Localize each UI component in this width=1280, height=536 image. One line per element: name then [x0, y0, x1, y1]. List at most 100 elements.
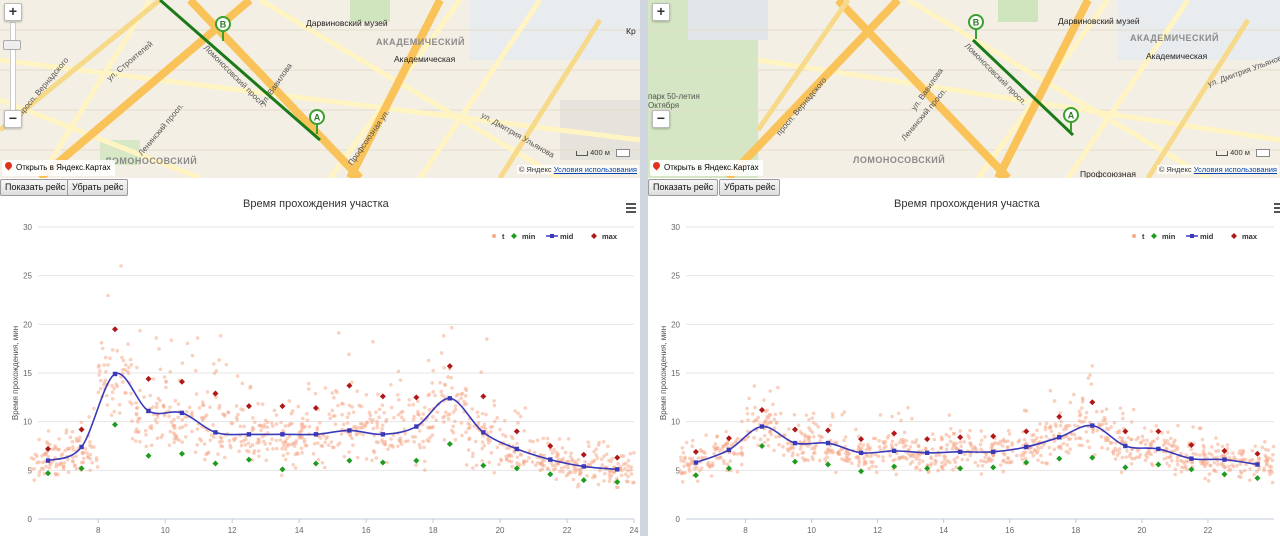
t-point [958, 429, 963, 433]
t-point [288, 422, 292, 426]
t-point [71, 459, 75, 464]
t-point [968, 428, 972, 433]
t-point [1175, 455, 1180, 460]
t-point [197, 406, 202, 410]
t-point [1091, 430, 1095, 434]
metro-label: Академическая [1146, 51, 1208, 61]
max-point [792, 426, 799, 433]
max-point [379, 393, 386, 400]
t-point [772, 426, 777, 430]
terms-link[interactable]: Условия использования [1193, 165, 1277, 174]
chart-menu-icon[interactable] [1274, 203, 1280, 213]
t-point [1100, 422, 1105, 427]
t-point [428, 435, 432, 440]
t-point [765, 408, 770, 413]
min-point [547, 471, 554, 478]
route-marker-a[interactable]: A [1063, 107, 1079, 133]
t-point [1108, 441, 1113, 445]
chart-menu-icon[interactable] [626, 203, 636, 213]
t-point [1039, 453, 1043, 458]
mid-point [581, 464, 586, 469]
map-right[interactable]: парк 50-летия Октября просп. Вернадского… [648, 0, 1280, 178]
street-label: Профсоюзная [1080, 169, 1136, 178]
t-point [298, 429, 303, 434]
terms-link[interactable]: Условия использования [553, 165, 637, 174]
t-point [110, 390, 115, 395]
zoom-in-button[interactable]: + [652, 3, 670, 21]
t-point [623, 466, 627, 471]
hide-route-button[interactable]: Убрать рейс [67, 179, 129, 196]
zoom-in-button[interactable]: + [4, 3, 22, 21]
t-point [144, 444, 149, 449]
open-in-yandex-link[interactable]: Открыть в Яндекс.Картах [2, 160, 115, 176]
zoom-out-button[interactable]: − [652, 110, 670, 128]
t-point [1043, 424, 1048, 429]
t-point [712, 452, 716, 456]
route-marker-a[interactable]: A [309, 109, 325, 135]
t-point [368, 413, 373, 417]
t-point [1176, 423, 1180, 428]
t-point [559, 466, 564, 470]
t-point [602, 454, 606, 459]
t-point [459, 392, 464, 396]
t-point [692, 466, 697, 471]
t-point [509, 454, 514, 458]
t-point [787, 427, 791, 431]
max-point [1254, 450, 1261, 457]
t-point [1104, 407, 1109, 411]
t-point [690, 444, 694, 448]
t-point [1067, 423, 1072, 428]
hide-route-button[interactable]: Убрать рейс [719, 179, 781, 196]
t-point [64, 428, 69, 432]
t-point [326, 443, 331, 448]
t-point [905, 457, 909, 461]
t-point [1129, 420, 1134, 424]
t-point [577, 467, 582, 472]
t-point [475, 410, 480, 415]
t-point [1043, 427, 1048, 432]
t-point [323, 440, 327, 445]
t-point [1214, 436, 1218, 440]
t-point [1126, 435, 1131, 440]
x-tick-label: 20 [1137, 526, 1146, 535]
t-point [401, 418, 406, 422]
t-point [949, 426, 953, 431]
t-point [345, 415, 350, 420]
x-tick-label: 8 [743, 526, 748, 535]
t-point [375, 422, 380, 427]
t-point [792, 412, 797, 417]
marker-a-label: A [314, 113, 321, 123]
t-point [863, 460, 868, 464]
map-left[interactable]: просп. Вернадского Ленинский просп. Ломо… [0, 0, 640, 178]
t-point [524, 459, 529, 463]
zoom-slider[interactable] [10, 22, 16, 114]
ruler-icon[interactable] [1256, 149, 1270, 158]
t-point [484, 412, 488, 417]
t-point [426, 439, 431, 444]
show-route-button[interactable]: Показать рейс [0, 179, 71, 196]
open-in-yandex-link[interactable]: Открыть в Яндекс.Картах [650, 160, 763, 176]
route-marker-b[interactable]: B [215, 16, 231, 42]
panel-divider[interactable] [640, 0, 648, 536]
t-point [94, 458, 99, 463]
ruler-icon[interactable] [616, 149, 630, 158]
t-point [260, 434, 265, 439]
t-point [930, 447, 935, 451]
t-point [530, 460, 535, 464]
t-point [382, 410, 386, 415]
t-point [127, 365, 131, 370]
t-point [608, 476, 612, 481]
t-point [160, 433, 165, 437]
t-point [616, 462, 620, 466]
route-marker-b[interactable]: B [968, 14, 984, 40]
t-point [940, 465, 944, 470]
t-point [629, 468, 633, 472]
t-point [745, 429, 750, 434]
zoom-slider-handle[interactable] [3, 40, 21, 50]
t-point [766, 443, 771, 448]
t-point [423, 459, 427, 464]
show-route-button[interactable]: Показать рейс [648, 179, 719, 196]
t-point [142, 395, 146, 400]
zoom-out-button[interactable]: − [4, 110, 22, 128]
t-point [910, 440, 915, 444]
